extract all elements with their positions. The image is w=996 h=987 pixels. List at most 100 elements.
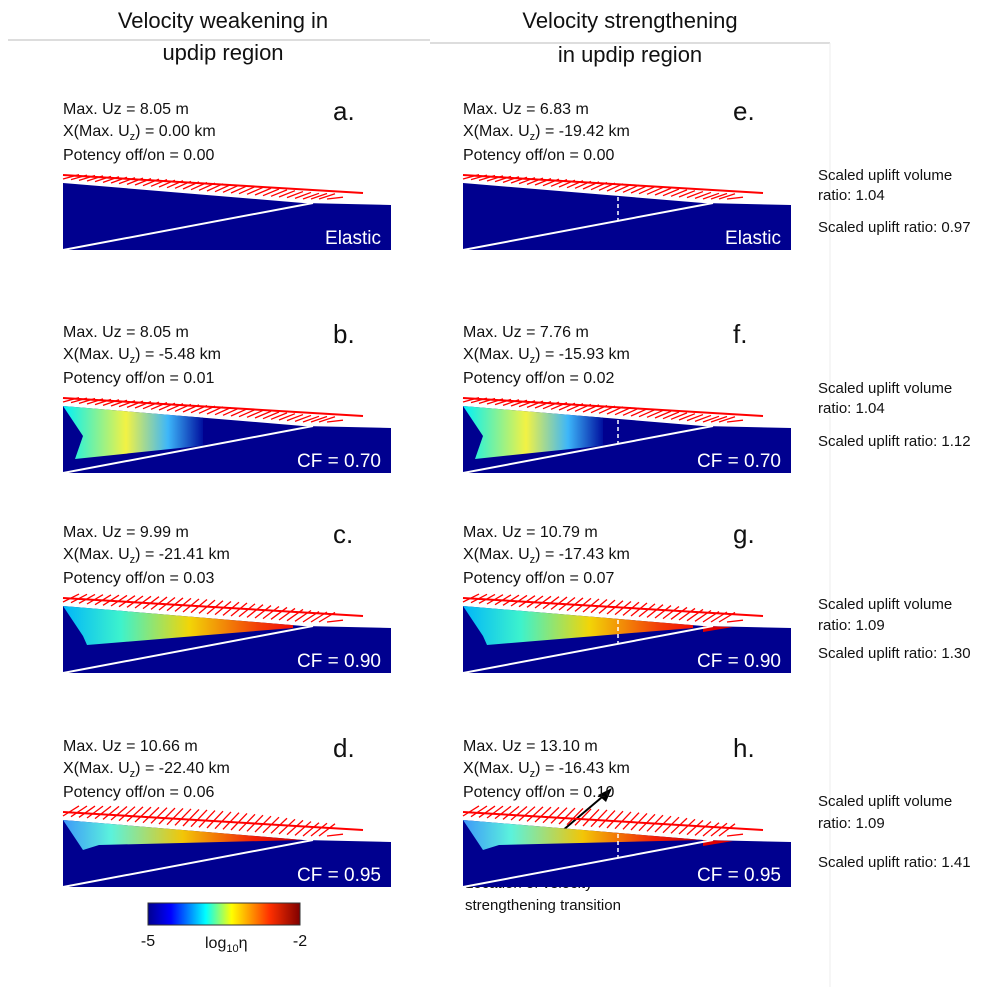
text-part: X(Max. U [63, 346, 130, 363]
displacement-arrow [510, 806, 528, 821]
displacement-arrow [462, 174, 764, 194]
displacement-arrow [662, 605, 680, 620]
side-note: ratio: 1.09 [818, 617, 885, 634]
displacement-arrow [110, 806, 128, 821]
fault [62, 202, 314, 251]
displacement-arrow [502, 805, 520, 820]
panel-text: X(Max. Uz) = -21.41 km [63, 546, 230, 566]
text-part: ) = -19.42 km [535, 123, 630, 140]
displacement-arrow [662, 411, 680, 420]
displacement-arrow [710, 415, 728, 423]
panel-text: Max. Uz = 10.79 m [463, 524, 598, 541]
displacement-arrow [270, 189, 288, 197]
displacement-arrow [702, 415, 720, 423]
displacement-arrow [670, 412, 688, 420]
displacement-arrow [462, 811, 764, 831]
displacement-arrow [678, 413, 696, 421]
displacement-arrow [550, 807, 568, 824]
panel-letter: d. [333, 733, 355, 763]
displacement-arrow [262, 411, 280, 420]
displacement-arrow [118, 806, 136, 822]
displacement-arrow [462, 397, 764, 417]
displacement-arrow [646, 604, 664, 618]
panel-letter: h. [733, 733, 755, 763]
text-part: X(Max. U [463, 760, 530, 777]
displacement-arrow [246, 186, 264, 195]
displacement-arrow [718, 823, 736, 837]
displacement-arrow [102, 805, 120, 820]
displacement-arrow [222, 812, 240, 830]
displacement-arrow [726, 419, 744, 423]
displacement-arrow [302, 822, 320, 837]
displacement-arrow [246, 604, 264, 618]
displacement-arrow [518, 806, 536, 822]
text-part: X(Max. U [463, 123, 530, 140]
displacement-arrow [310, 822, 328, 837]
displacement-arrow [638, 603, 656, 618]
displacement-arrow [710, 192, 728, 200]
displacement-arrow [62, 597, 364, 617]
column-header: in updip region [558, 42, 702, 67]
viscosity-field [703, 626, 733, 632]
column-header: updip region [162, 40, 283, 65]
displacement-arrow [262, 188, 280, 197]
panel-text: Potency off/on = 0.01 [63, 370, 214, 387]
displacement-arrow [630, 185, 648, 194]
displacement-arrow [662, 188, 680, 197]
panel-text: Potency off/on = 0.03 [63, 570, 214, 587]
displacement-arrow [238, 186, 256, 195]
displacement-arrow [718, 416, 736, 423]
text-part: z [130, 131, 136, 143]
text-part: ) = -21.41 km [135, 546, 230, 563]
displacement-arrow [238, 409, 256, 418]
panel-text: Potency off/on = 0.00 [63, 147, 214, 164]
displacement-arrow [254, 410, 272, 419]
displacement-arrow [614, 811, 632, 830]
displacement-arrow [286, 190, 304, 199]
displacement-arrow [166, 808, 184, 826]
displacement-arrow [62, 174, 364, 194]
side-note: ratio: 1.04 [818, 187, 885, 204]
text-part: ) = -17.43 km [535, 546, 630, 563]
displacement-arrow [686, 190, 704, 199]
viscosity-field [63, 406, 203, 459]
displacement-arrow [694, 414, 712, 422]
panel-text: Potency off/on = 0.07 [463, 570, 614, 587]
displacement-arrow [254, 187, 272, 196]
displacement-arrow [318, 416, 336, 423]
text-part: ) = -16.43 km [535, 760, 630, 777]
displacement-arrow [86, 805, 104, 819]
side-note: Scaled uplift volume [818, 596, 952, 613]
panel-text: X(Max. Uz) = -22.40 km [63, 760, 230, 780]
displacement-arrow [238, 603, 256, 618]
displacement-arrow [670, 189, 688, 197]
displacement-arrow [286, 413, 304, 422]
label-part: η [239, 935, 248, 952]
panel-letter: g. [733, 519, 755, 549]
displacement-arrow [198, 810, 216, 828]
displacement-arrow [294, 414, 312, 422]
panel-text: Potency off/on = 0.06 [63, 784, 214, 801]
panel-text: Max. Uz = 7.76 m [463, 324, 589, 341]
text-part: z [530, 131, 536, 143]
fault [462, 625, 714, 674]
colorbar-label: log10η [205, 935, 248, 955]
panel-text: Potency off/on = 0.10 [463, 784, 614, 801]
displacement-arrow [214, 811, 232, 830]
viscosity-field [463, 820, 703, 850]
displacement-arrow [526, 806, 544, 822]
displacement-arrow [710, 822, 728, 837]
displacement-arrow [622, 812, 640, 830]
displacement-arrow [678, 818, 696, 835]
fault [62, 425, 314, 474]
panel-text: X(Max. Uz) = -5.48 km [63, 346, 221, 366]
side-note: Scaled uplift volume [818, 380, 952, 397]
displacement-arrow [318, 823, 336, 837]
displacement-arrow [534, 806, 552, 823]
panel-text: Max. Uz = 10.66 m [63, 738, 198, 755]
displacement-arrow [126, 806, 144, 822]
displacement-arrow [278, 607, 296, 621]
model-domain [463, 183, 791, 250]
panel-text: Max. Uz = 9.99 m [63, 524, 189, 541]
